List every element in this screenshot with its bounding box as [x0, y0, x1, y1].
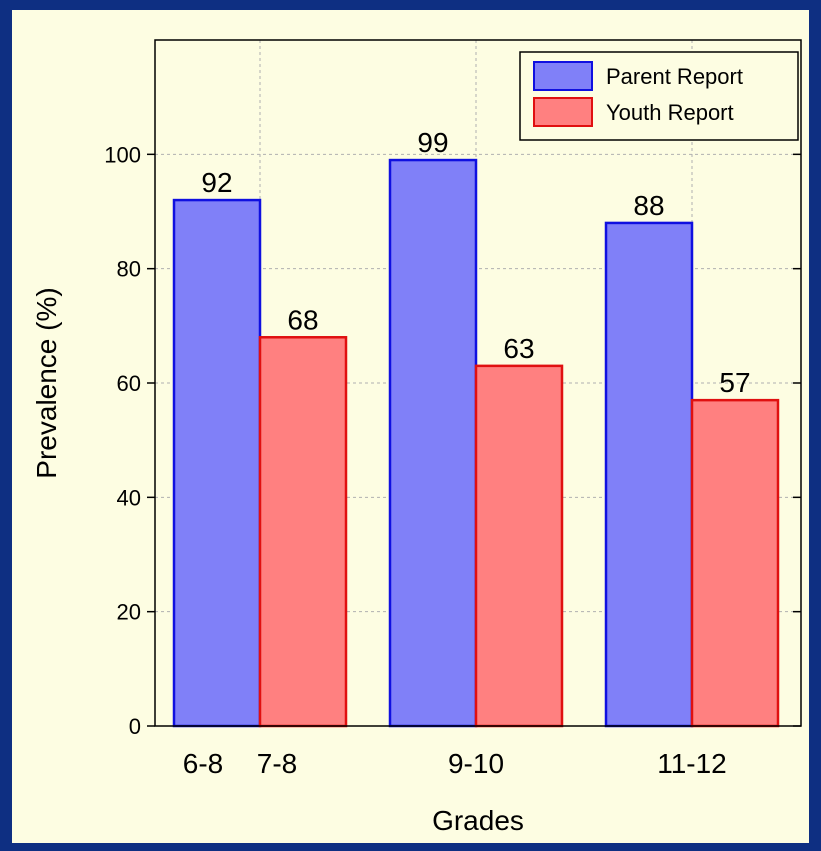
- bar-parent-report: [172, 198, 262, 728]
- bar-chart: 0 20 40 60 80 100 6-8 7-8 9-10 11-12 92 68 99 63 88 5…: [31, 39, 802, 836]
- y-tick-label: 20: [117, 600, 141, 625]
- bar-value-label: 92: [201, 167, 232, 198]
- bar-value-label: 99: [417, 127, 448, 158]
- legend: Parent Report Youth Report: [519, 51, 799, 141]
- x-axis-label: Grades: [432, 805, 524, 836]
- bar-value-label: 63: [503, 333, 534, 364]
- legend-entry-label: Youth Report: [606, 100, 734, 125]
- y-tick-label: 40: [117, 485, 141, 510]
- y-tick-label: 60: [117, 371, 141, 396]
- y-axis-label: Prevalence (%): [31, 287, 62, 478]
- y-tick-label: 100: [104, 142, 141, 167]
- x-axis-ticks: 6-8 7-8 9-10 11-12: [183, 748, 727, 779]
- bar-value-label: 88: [633, 190, 664, 221]
- bar-value-label: 57: [719, 367, 750, 398]
- bar-parent-report: [604, 221, 694, 728]
- legend-swatch-youth: [533, 97, 593, 127]
- x-tick-label: 11-12: [657, 748, 727, 779]
- y-tick-label: 80: [117, 257, 141, 282]
- y-tick-label: 0: [129, 714, 141, 739]
- legend-entry-label: Parent Report: [606, 64, 743, 89]
- x-tick-label: 6-8: [183, 748, 223, 779]
- bar-value-label: 68: [287, 304, 318, 335]
- x-tick-label: 9-10: [448, 748, 504, 779]
- legend-swatch-parent: [533, 61, 593, 91]
- bar-parent-report: [388, 158, 478, 728]
- chart-panel: 0 20 40 60 80 100 6-8 7-8 9-10 11-12 92 68 99 63 88 5…: [12, 10, 809, 843]
- x-tick-label: 7-8: [257, 748, 297, 779]
- y-axis-ticks: 0 20 40 60 80 100: [104, 142, 801, 739]
- bar-youth-report: [474, 364, 564, 728]
- bar-youth-report: [690, 398, 780, 728]
- bar-youth-report: [258, 336, 348, 728]
- bars: [172, 158, 780, 728]
- bar-value-labels: 92 68 99 63 88 57: [201, 127, 750, 398]
